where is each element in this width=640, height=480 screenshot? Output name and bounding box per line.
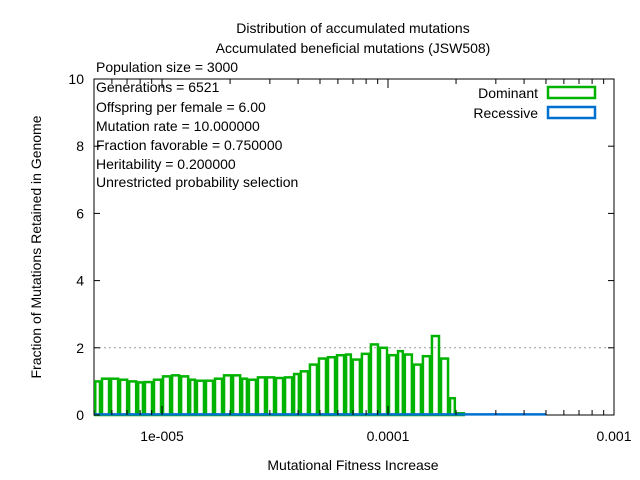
legend-swatch-recessive — [546, 105, 597, 120]
annotation-heritability: Heritability = 0.200000 — [96, 156, 236, 172]
annotation-mutation-rate: Mutation rate = 10.000000 — [96, 118, 260, 134]
annotations: Population size = 3000 Generations = 652… — [96, 59, 298, 190]
dominant-bar — [369, 343, 380, 417]
dominant-bar — [387, 353, 398, 417]
dominant-bar — [344, 353, 353, 417]
annotation-generations: Generations = 6521 — [96, 79, 220, 95]
legend-swatch-dominant — [546, 85, 597, 100]
dominant-bar — [179, 375, 190, 417]
dominant-bar — [412, 363, 423, 417]
y-tick-label: 4 — [76, 273, 84, 289]
dominant-bar — [240, 377, 249, 417]
dominant-bar — [127, 380, 138, 417]
annotation-population: Population size = 3000 — [96, 59, 238, 75]
dominant-bar — [326, 355, 337, 417]
dominant-bar — [188, 378, 197, 417]
x-axis-ticks: 1e-005 0.0001 0.001 — [93, 79, 632, 444]
dominant-bar — [396, 349, 405, 417]
x-tick-label: 0.001 — [596, 428, 631, 444]
dominant-bar — [299, 370, 310, 417]
y-tick-label: 8 — [76, 138, 84, 154]
dominant-bar — [204, 379, 215, 417]
dominant-bar — [247, 378, 258, 417]
dominant-bar — [222, 374, 233, 417]
dominant-bar — [213, 377, 224, 417]
dominant-bar — [231, 374, 242, 417]
x-axis-label: Mutational Fitness Increase — [267, 457, 438, 473]
dominant-bar — [143, 380, 154, 417]
y-tick-label: 0 — [76, 407, 84, 423]
chart-subtitle: Accumulated beneficial mutations (JSW508… — [216, 40, 491, 56]
legend: Dominant Recessive — [473, 85, 597, 121]
y-axis-ticks: 0 2 4 6 8 10 — [68, 71, 614, 423]
y-tick-label: 10 — [68, 71, 84, 87]
dominant-bar — [161, 375, 172, 417]
annotation-fraction-favorable: Fraction favorable = 0.750000 — [96, 137, 283, 153]
dominant-bar — [274, 376, 285, 417]
dominant-bar — [195, 379, 206, 417]
dominant-bar — [351, 358, 362, 417]
dominant-bar — [170, 374, 181, 417]
dominant-bar — [439, 357, 450, 417]
dominant-bar — [109, 377, 120, 417]
annotation-offspring: Offspring per female = 6.00 — [96, 99, 266, 115]
y-tick-label: 2 — [76, 340, 84, 356]
dominant-bar — [292, 372, 301, 417]
dominant-bar — [308, 363, 319, 417]
y-tick-label: 6 — [76, 205, 84, 221]
legend-label-dominant: Dominant — [478, 85, 538, 101]
x-tick-label: 0.0001 — [367, 428, 410, 444]
dominant-bar — [317, 357, 328, 417]
dominant-bar — [93, 380, 102, 417]
x-tick-label: 1e-005 — [140, 428, 184, 444]
dominant-bar — [100, 377, 111, 417]
chart-title: Distribution of accumulated mutations — [236, 20, 469, 36]
dominant-bar — [283, 376, 294, 417]
legend-label-recessive: Recessive — [473, 105, 538, 121]
dominant-bar — [421, 354, 432, 417]
dominant-bar — [118, 378, 129, 417]
dominant-bar — [265, 376, 276, 417]
dominant-bar — [256, 376, 267, 417]
dominant-bar — [403, 353, 414, 417]
dominant-bar — [335, 353, 346, 417]
y-axis-label: Fraction of Mutations Retained in Genome — [28, 115, 44, 378]
dominant-bar — [152, 378, 163, 417]
dominant-bar — [378, 346, 389, 417]
annotation-selection: Unrestricted probability selection — [96, 174, 298, 190]
dominant-bar — [360, 352, 371, 417]
dominant-bar — [448, 396, 457, 417]
